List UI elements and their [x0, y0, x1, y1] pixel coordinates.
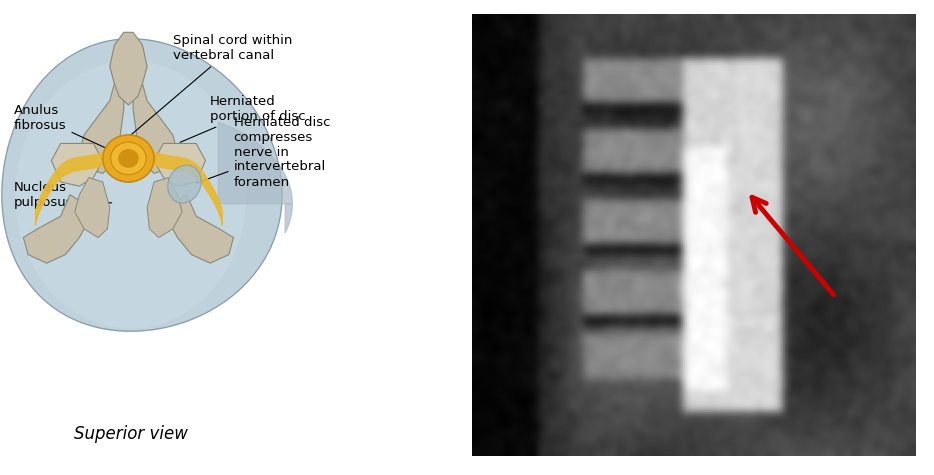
Polygon shape: [110, 32, 148, 105]
Circle shape: [119, 149, 139, 168]
Polygon shape: [75, 178, 110, 238]
Polygon shape: [16, 62, 246, 328]
Polygon shape: [168, 195, 234, 263]
Polygon shape: [148, 178, 182, 238]
Text: Nucleus
pulposus: Nucleus pulposus: [14, 181, 112, 209]
Polygon shape: [154, 143, 205, 186]
Polygon shape: [134, 84, 177, 173]
Text: Superior view: Superior view: [74, 425, 188, 443]
Text: Spinal cord within
vertebral canal: Spinal cord within vertebral canal: [131, 34, 292, 135]
Polygon shape: [51, 143, 103, 186]
Polygon shape: [79, 84, 123, 173]
Circle shape: [111, 142, 147, 175]
Ellipse shape: [168, 165, 201, 203]
Text: Anulus
fibrosus: Anulus fibrosus: [14, 104, 112, 151]
Polygon shape: [2, 39, 282, 331]
Ellipse shape: [106, 139, 151, 182]
Polygon shape: [23, 195, 89, 263]
Text: Herniated disc
compresses
nerve in
intervertebral
foramen: Herniated disc compresses nerve in inter…: [196, 115, 330, 189]
Text: Herniated
portion of disc: Herniated portion of disc: [180, 95, 305, 142]
Circle shape: [103, 135, 154, 182]
